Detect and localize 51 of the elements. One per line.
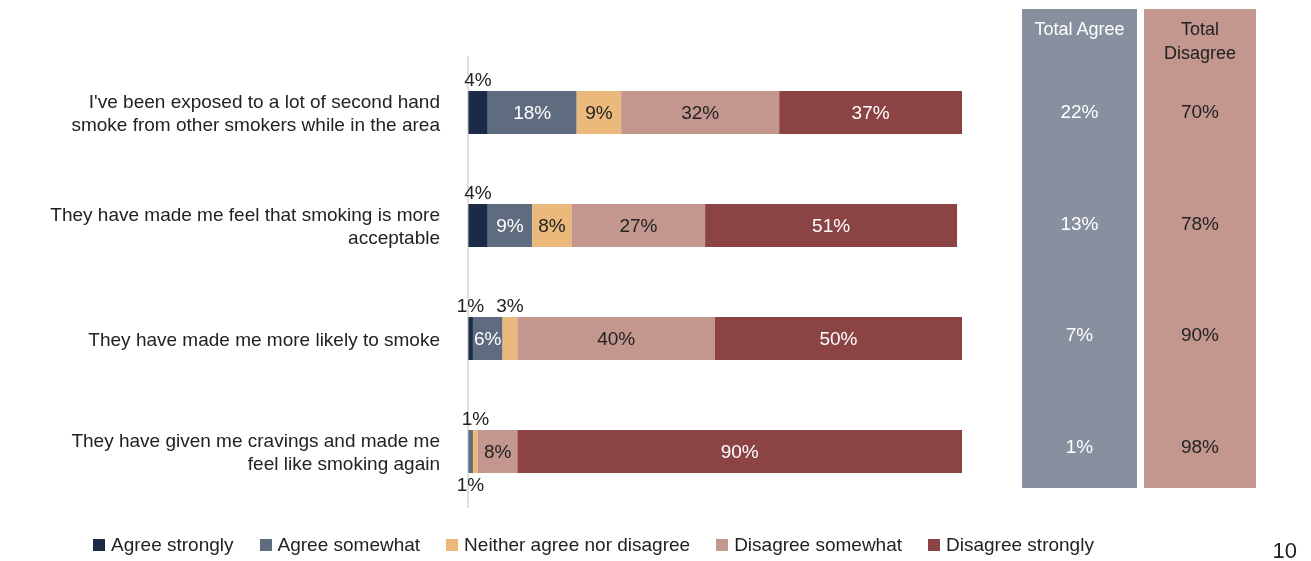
text: 70%	[1180, 99, 1220, 124]
bar	[468, 204, 488, 248]
bar	[705, 204, 958, 248]
data-label: 50%	[819, 328, 858, 350]
bar	[468, 91, 488, 135]
data-label: 4%	[464, 181, 492, 203]
y-tick-label: They have made me feel that smoking is more acceptable	[50, 203, 440, 248]
data-label: 18%	[513, 102, 552, 124]
bar	[621, 91, 780, 135]
text: Total Agree	[1033, 18, 1126, 41]
legend-label: Agree somewhat	[277, 534, 421, 556]
data-label: 8%	[538, 215, 566, 237]
y-tick-label: They have given me cravings and made me feel like smoking again	[71, 429, 440, 474]
legend-label: Agree strongly	[111, 534, 234, 556]
bar	[779, 91, 962, 135]
text: 22%	[1059, 99, 1100, 124]
data-label: 3%	[496, 294, 524, 316]
data-label: 8%	[483, 441, 512, 463]
data-label: 9%	[496, 215, 524, 237]
data-label: 51%	[812, 215, 851, 237]
data-label: 32%	[681, 102, 720, 124]
text: 7%	[1064, 323, 1095, 348]
text: 98%	[1180, 435, 1220, 460]
y-tick-label: They have made me more likely to smoke	[88, 328, 440, 349]
text: 13%	[1059, 211, 1100, 236]
data-label: 6%	[474, 328, 502, 350]
text: Total Disagree	[1162, 18, 1237, 65]
text: 1%	[1064, 435, 1095, 460]
legend-label: Disagree somewhat	[734, 534, 903, 556]
y-tick-label: I've been exposed to a lot of second hand smoke from other smokers while in the area	[71, 90, 441, 135]
data-label: 27%	[619, 215, 658, 237]
bar	[472, 430, 478, 474]
bar	[517, 430, 962, 474]
data-label: 4%	[464, 68, 492, 90]
bar	[571, 204, 706, 248]
text: 90%	[1180, 323, 1220, 348]
data-label: 1%	[456, 473, 485, 495]
bar	[487, 91, 577, 135]
bar	[502, 317, 518, 361]
text: 78%	[1180, 211, 1220, 236]
data-label: 1%	[461, 407, 490, 429]
bar	[517, 317, 715, 361]
data-label: 9%	[585, 102, 613, 124]
data-label: 37%	[851, 102, 890, 124]
data-label: 1%	[456, 294, 485, 316]
bar	[715, 317, 962, 361]
legend-label: Neither agree nor disagree	[464, 534, 691, 556]
data-label: 90%	[720, 441, 759, 463]
data-label: 40%	[597, 328, 636, 350]
text: 10	[1272, 538, 1297, 561]
legend-label: Disagree strongly	[946, 534, 1094, 556]
